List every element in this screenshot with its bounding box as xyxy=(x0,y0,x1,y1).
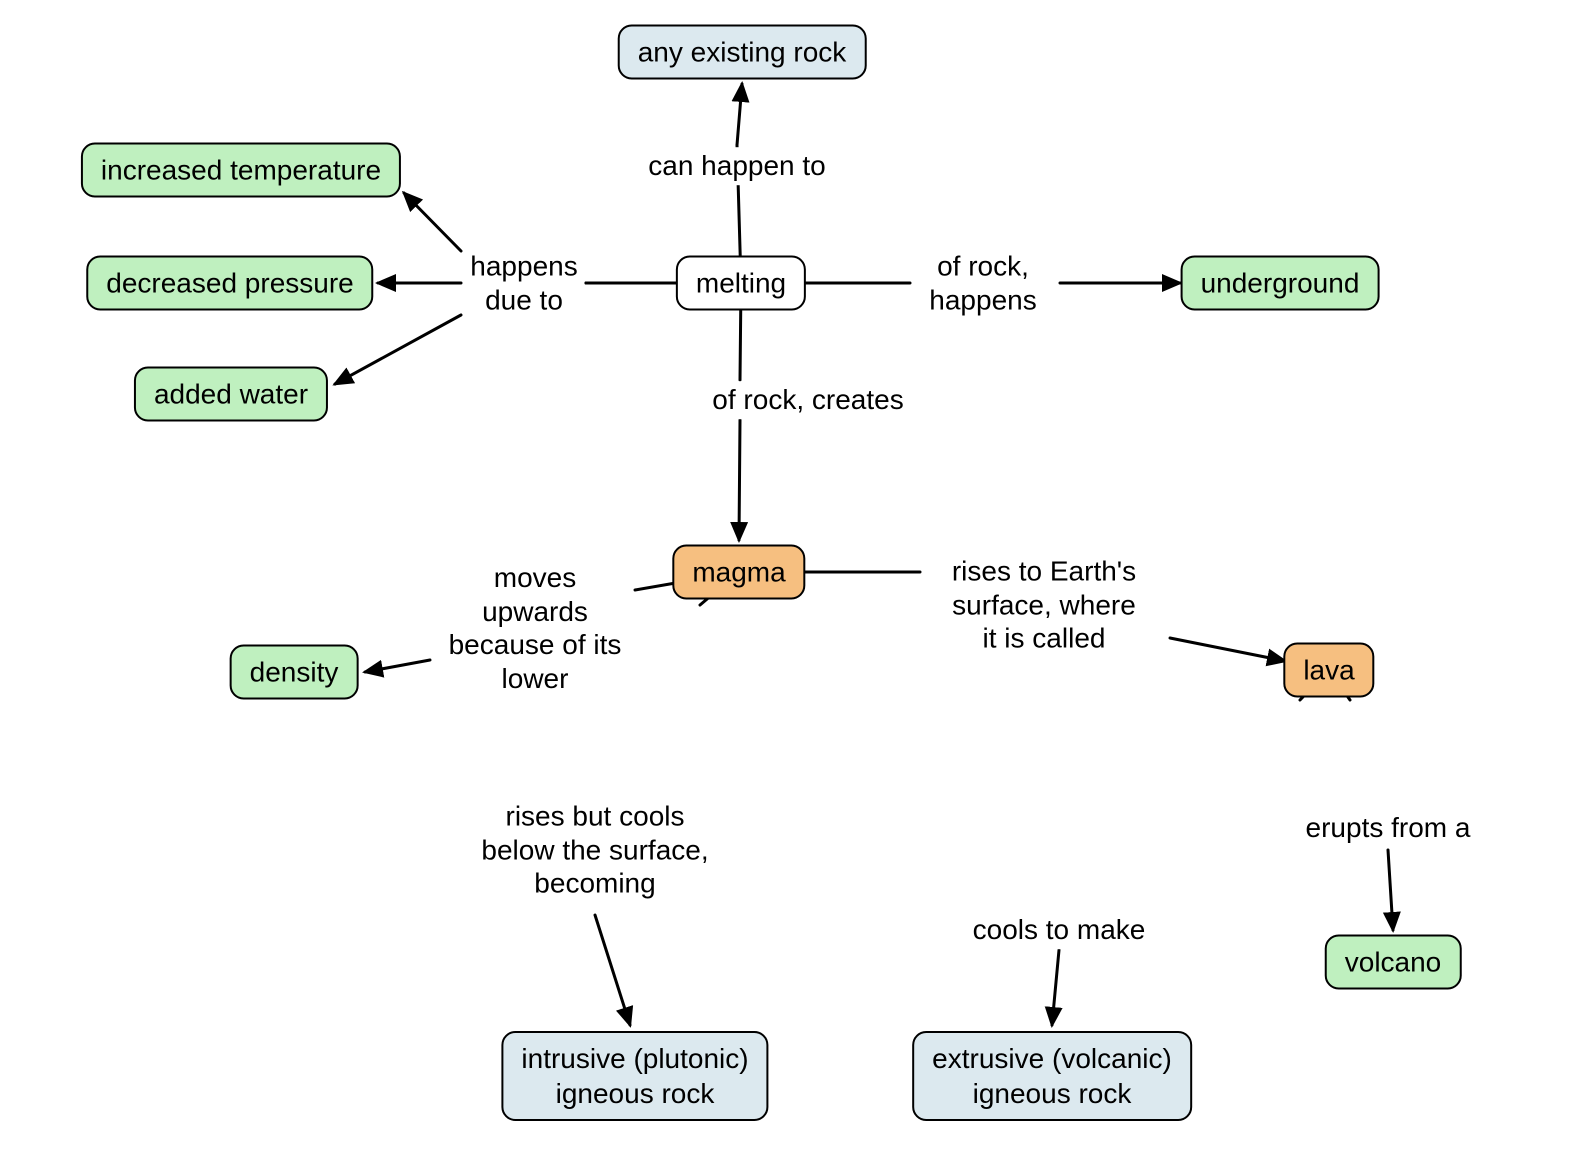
node-magma: magma xyxy=(672,545,805,600)
node-any_rock: any existing rock xyxy=(618,25,867,80)
node-volcano: volcano xyxy=(1325,935,1462,990)
edge-label-melting-add_water: happens due to xyxy=(466,247,581,318)
node-extrusive: extrusive (volcanic) igneous rock xyxy=(912,1031,1192,1121)
node-melting: melting xyxy=(676,256,806,311)
node-inc_temp: increased temperature xyxy=(81,143,401,198)
node-dec_press: decreased pressure xyxy=(86,256,373,311)
concept-map-canvas: can happen to of rock, happens happens due… xyxy=(0,0,1596,1176)
node-intrusive: intrusive (plutonic) igneous rock xyxy=(501,1031,768,1121)
edge-label-magma-intrusive: rises but cools below the surface, becom… xyxy=(477,798,712,903)
node-lava: lava xyxy=(1283,643,1374,698)
edge-label-melting-magma: of rock, creates xyxy=(708,381,907,419)
node-underground: underground xyxy=(1181,256,1380,311)
edge-label-melting-any_rock: can happen to xyxy=(644,147,830,185)
edge-label-lava-volcano: erupts from a xyxy=(1302,809,1475,847)
node-add_water: added water xyxy=(134,367,328,422)
edge-label-melting-underground: of rock, happens xyxy=(925,247,1040,318)
edge-label-magma-lava: rises to Earth's surface, where it is ca… xyxy=(948,553,1140,658)
edge-label-lava-extrusive: cools to make xyxy=(969,911,1150,949)
edge-label-magma-density: moves upwards because of its lower xyxy=(445,559,626,697)
node-density: density xyxy=(230,645,359,700)
